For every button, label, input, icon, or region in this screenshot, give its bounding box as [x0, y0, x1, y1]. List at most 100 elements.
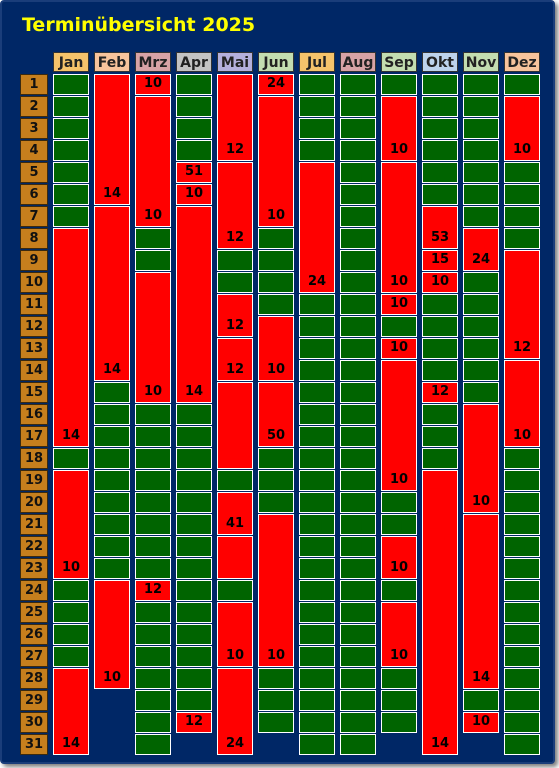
free-day-cell[interactable]	[381, 668, 417, 689]
free-day-cell[interactable]	[463, 338, 499, 359]
booking-block[interactable]: 14	[94, 74, 130, 205]
free-day-cell[interactable]	[504, 734, 540, 755]
free-day-cell[interactable]	[340, 514, 376, 535]
booking-block[interactable]: 10	[422, 272, 458, 293]
free-day-cell[interactable]	[340, 338, 376, 359]
free-day-cell[interactable]	[463, 118, 499, 139]
booking-block[interactable]: 14	[53, 228, 89, 447]
free-day-cell[interactable]	[340, 184, 376, 205]
free-day-cell[interactable]	[422, 360, 458, 381]
free-day-cell[interactable]	[422, 74, 458, 95]
free-day-cell[interactable]	[340, 140, 376, 161]
free-day-cell[interactable]	[135, 712, 171, 733]
free-day-cell[interactable]	[504, 624, 540, 645]
booking-block[interactable]: 12	[504, 250, 540, 359]
free-day-cell[interactable]	[176, 536, 212, 557]
free-day-cell[interactable]	[422, 162, 458, 183]
free-day-cell[interactable]	[258, 294, 294, 315]
free-day-cell[interactable]	[53, 646, 89, 667]
free-day-cell[interactable]	[53, 206, 89, 227]
booking-block[interactable]: 14	[53, 668, 89, 755]
free-day-cell[interactable]	[135, 690, 171, 711]
booking-block[interactable]: 10	[135, 96, 171, 227]
free-day-cell[interactable]	[299, 514, 335, 535]
free-day-cell[interactable]	[299, 426, 335, 447]
free-day-cell[interactable]	[94, 404, 130, 425]
free-day-cell[interactable]	[135, 536, 171, 557]
booking-block[interactable]: 14	[94, 206, 130, 381]
booking-block[interactable]: 50	[258, 382, 294, 447]
free-day-cell[interactable]	[299, 602, 335, 623]
free-day-cell[interactable]	[176, 74, 212, 95]
free-day-cell[interactable]	[504, 206, 540, 227]
free-day-cell[interactable]	[299, 404, 335, 425]
free-day-cell[interactable]	[422, 426, 458, 447]
free-day-cell[interactable]	[53, 624, 89, 645]
free-day-cell[interactable]	[94, 492, 130, 513]
free-day-cell[interactable]	[340, 470, 376, 491]
free-day-cell[interactable]	[176, 514, 212, 535]
free-day-cell[interactable]	[94, 382, 130, 403]
free-day-cell[interactable]	[299, 734, 335, 755]
free-day-cell[interactable]	[53, 140, 89, 161]
free-day-cell[interactable]	[340, 536, 376, 557]
free-day-cell[interactable]	[504, 470, 540, 491]
booking-block[interactable]: 24	[217, 668, 253, 755]
booking-block[interactable]: 10	[504, 360, 540, 447]
free-day-cell[interactable]	[176, 118, 212, 139]
free-day-cell[interactable]	[299, 712, 335, 733]
free-day-cell[interactable]	[135, 470, 171, 491]
free-day-cell[interactable]	[135, 228, 171, 249]
free-day-cell[interactable]	[176, 470, 212, 491]
free-day-cell[interactable]	[422, 140, 458, 161]
free-day-cell[interactable]	[381, 74, 417, 95]
free-day-cell[interactable]	[463, 360, 499, 381]
free-day-cell[interactable]	[463, 140, 499, 161]
booking-block[interactable]: 12	[217, 294, 253, 337]
booking-block[interactable]: 10	[381, 360, 417, 491]
free-day-cell[interactable]	[53, 96, 89, 117]
free-day-cell[interactable]	[340, 250, 376, 271]
free-day-cell[interactable]	[463, 162, 499, 183]
free-day-cell[interactable]	[340, 734, 376, 755]
free-day-cell[interactable]	[135, 250, 171, 271]
free-day-cell[interactable]	[340, 74, 376, 95]
free-day-cell[interactable]	[463, 272, 499, 293]
free-day-cell[interactable]	[504, 74, 540, 95]
booking-block[interactable]: 10	[135, 272, 171, 403]
booking-block[interactable]: 10	[463, 712, 499, 733]
free-day-cell[interactable]	[340, 580, 376, 601]
free-day-cell[interactable]	[176, 646, 212, 667]
free-day-cell[interactable]	[258, 668, 294, 689]
free-day-cell[interactable]	[299, 294, 335, 315]
booking-block[interactable]: 41	[217, 492, 253, 535]
booking-block[interactable]: 12	[135, 580, 171, 601]
free-day-cell[interactable]	[340, 118, 376, 139]
free-day-cell[interactable]	[381, 690, 417, 711]
free-day-cell[interactable]	[299, 316, 335, 337]
free-day-cell[interactable]	[299, 536, 335, 557]
free-day-cell[interactable]	[340, 712, 376, 733]
booking-block[interactable]: 12	[422, 382, 458, 403]
free-day-cell[interactable]	[463, 206, 499, 227]
booking-block[interactable]: 53	[422, 206, 458, 249]
booking-block[interactable]	[217, 382, 253, 469]
free-day-cell[interactable]	[340, 492, 376, 513]
free-day-cell[interactable]	[422, 338, 458, 359]
free-day-cell[interactable]	[258, 470, 294, 491]
free-day-cell[interactable]	[504, 228, 540, 249]
free-day-cell[interactable]	[299, 580, 335, 601]
free-day-cell[interactable]	[299, 338, 335, 359]
free-day-cell[interactable]	[176, 668, 212, 689]
free-day-cell[interactable]	[299, 382, 335, 403]
free-day-cell[interactable]	[504, 580, 540, 601]
booking-block[interactable]: 14	[176, 206, 212, 403]
free-day-cell[interactable]	[340, 646, 376, 667]
free-day-cell[interactable]	[258, 712, 294, 733]
booking-block[interactable]: 12	[217, 162, 253, 249]
free-day-cell[interactable]	[53, 448, 89, 469]
free-day-cell[interactable]	[135, 734, 171, 755]
free-day-cell[interactable]	[299, 448, 335, 469]
booking-block[interactable]: 10	[135, 74, 171, 95]
free-day-cell[interactable]	[217, 250, 253, 271]
